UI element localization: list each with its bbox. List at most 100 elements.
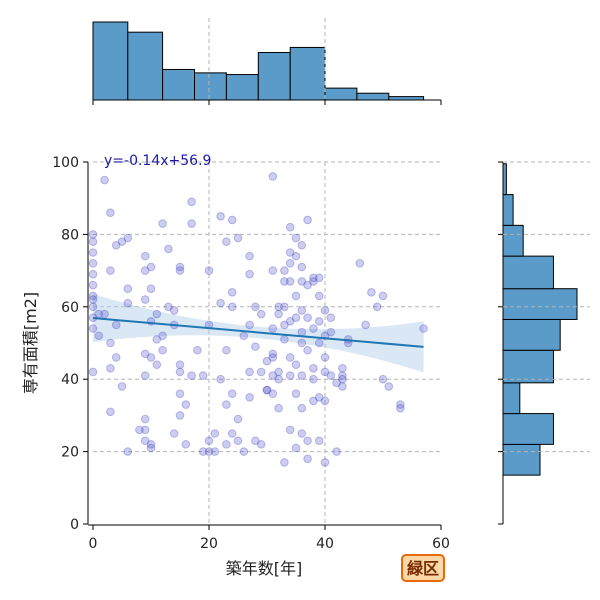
scatter-point: [280, 320, 289, 330]
scatter-point: [135, 425, 144, 435]
scatter-point: [256, 309, 266, 319]
scatter-point: [158, 345, 167, 355]
scatter-point: [338, 371, 347, 380]
scatter-point: [303, 313, 312, 322]
scatter-point: [285, 277, 295, 286]
scatter-point: [152, 309, 162, 319]
scatter-point: [216, 212, 225, 221]
scatter-point: [239, 447, 249, 456]
scatter-point: [187, 219, 196, 228]
regression-line: [92, 317, 424, 348]
scatter-point: [123, 233, 133, 243]
tick-labels: 0 20 40 60 0 20 40 60 80 100: [52, 155, 450, 552]
scatter-point: [291, 251, 301, 261]
x-tick-label: 20: [200, 536, 218, 552]
scatter-point: [233, 414, 243, 424]
scatter-point: [106, 364, 115, 373]
scatter-point: [291, 360, 301, 370]
scatter-points: [88, 172, 428, 467]
scatter-point: [251, 342, 260, 351]
scatter-point: [222, 237, 231, 246]
scatter-point: [355, 259, 365, 268]
y-tick-label: 20: [61, 445, 79, 461]
scatter-point: [111, 240, 121, 250]
scatter-point: [100, 175, 109, 185]
right-hist-bar: [502, 413, 554, 445]
scatter-point: [94, 331, 104, 341]
scatter-point: [222, 400, 231, 409]
scatter-point: [117, 237, 127, 246]
scatter-point: [309, 324, 318, 333]
scatter-point: [245, 393, 254, 402]
scatter-point: [123, 284, 133, 294]
scatter-point: [268, 324, 278, 333]
top-marginal-histogram: [92, 21, 442, 105]
scatter-point: [262, 356, 272, 366]
scatter-point: [169, 306, 179, 315]
top-hist-bar: [257, 52, 291, 101]
x-tick-label: 40: [316, 536, 334, 552]
right-hist-bar: [502, 318, 561, 351]
scatter-point: [88, 248, 98, 257]
scatter-point: [88, 324, 98, 333]
scatter-point: [181, 440, 191, 449]
scatter-point: [297, 327, 307, 337]
scatter-point: [274, 403, 283, 413]
scatter-point: [309, 273, 318, 283]
scatter-point: [285, 371, 295, 380]
scatter-point: [384, 382, 394, 391]
scatter-point: [285, 259, 295, 268]
right-hist-bar: [502, 224, 524, 257]
scatter-point: [361, 320, 370, 330]
right-hist-bar: [502, 163, 507, 196]
scatter-point: [268, 172, 278, 181]
y-tick-label: 60: [61, 300, 79, 316]
y-tick-label: 0: [70, 517, 79, 533]
scatter-point: [140, 295, 150, 304]
scatter-point: [274, 367, 283, 377]
scatter-point: [111, 353, 121, 362]
scatter-point: [256, 440, 266, 449]
scatter-point: [140, 266, 150, 275]
scatter-point: [187, 197, 196, 207]
scatter-point: [314, 338, 324, 348]
scatter-point: [175, 360, 185, 370]
scatter-point: [94, 309, 104, 319]
scatter-point: [233, 233, 243, 243]
scatter-point: [100, 309, 109, 319]
scatter-point: [309, 396, 318, 406]
scatter-point: [140, 414, 150, 424]
scatter-point: [314, 316, 324, 326]
scatter-point: [309, 364, 318, 373]
scatter-point: [262, 385, 272, 395]
scatter-point: [140, 349, 150, 359]
scatter-point: [332, 447, 341, 456]
scatter-point: [210, 429, 220, 438]
scatter-point: [309, 277, 318, 286]
scatter-point: [198, 447, 208, 456]
scatter-point: [280, 266, 289, 275]
district-badge-box: [401, 554, 445, 582]
scatter-point: [262, 385, 272, 395]
scatter-point: [303, 436, 312, 446]
top-hist-bar: [388, 96, 425, 101]
scatter-point: [164, 302, 173, 312]
x-axis-title: 築年数[年]: [226, 559, 303, 578]
top-hist-bar: [162, 68, 196, 101]
scatter-point: [320, 306, 330, 315]
right-hist-bar: [502, 443, 541, 476]
scatter-point: [291, 443, 301, 453]
scatter-point: [314, 436, 324, 446]
scatter-point: [88, 367, 98, 377]
scatter-point: [146, 284, 156, 294]
scatter-point: [106, 208, 115, 217]
scatter-point: [88, 269, 98, 279]
scatter-point: [320, 396, 330, 406]
scatter-point: [274, 374, 283, 384]
top-hist-bar: [356, 92, 390, 101]
scatter-point: [146, 443, 156, 453]
scatter-point: [216, 298, 225, 308]
top-hist-bar: [289, 46, 326, 101]
scatter-point: [297, 429, 307, 438]
